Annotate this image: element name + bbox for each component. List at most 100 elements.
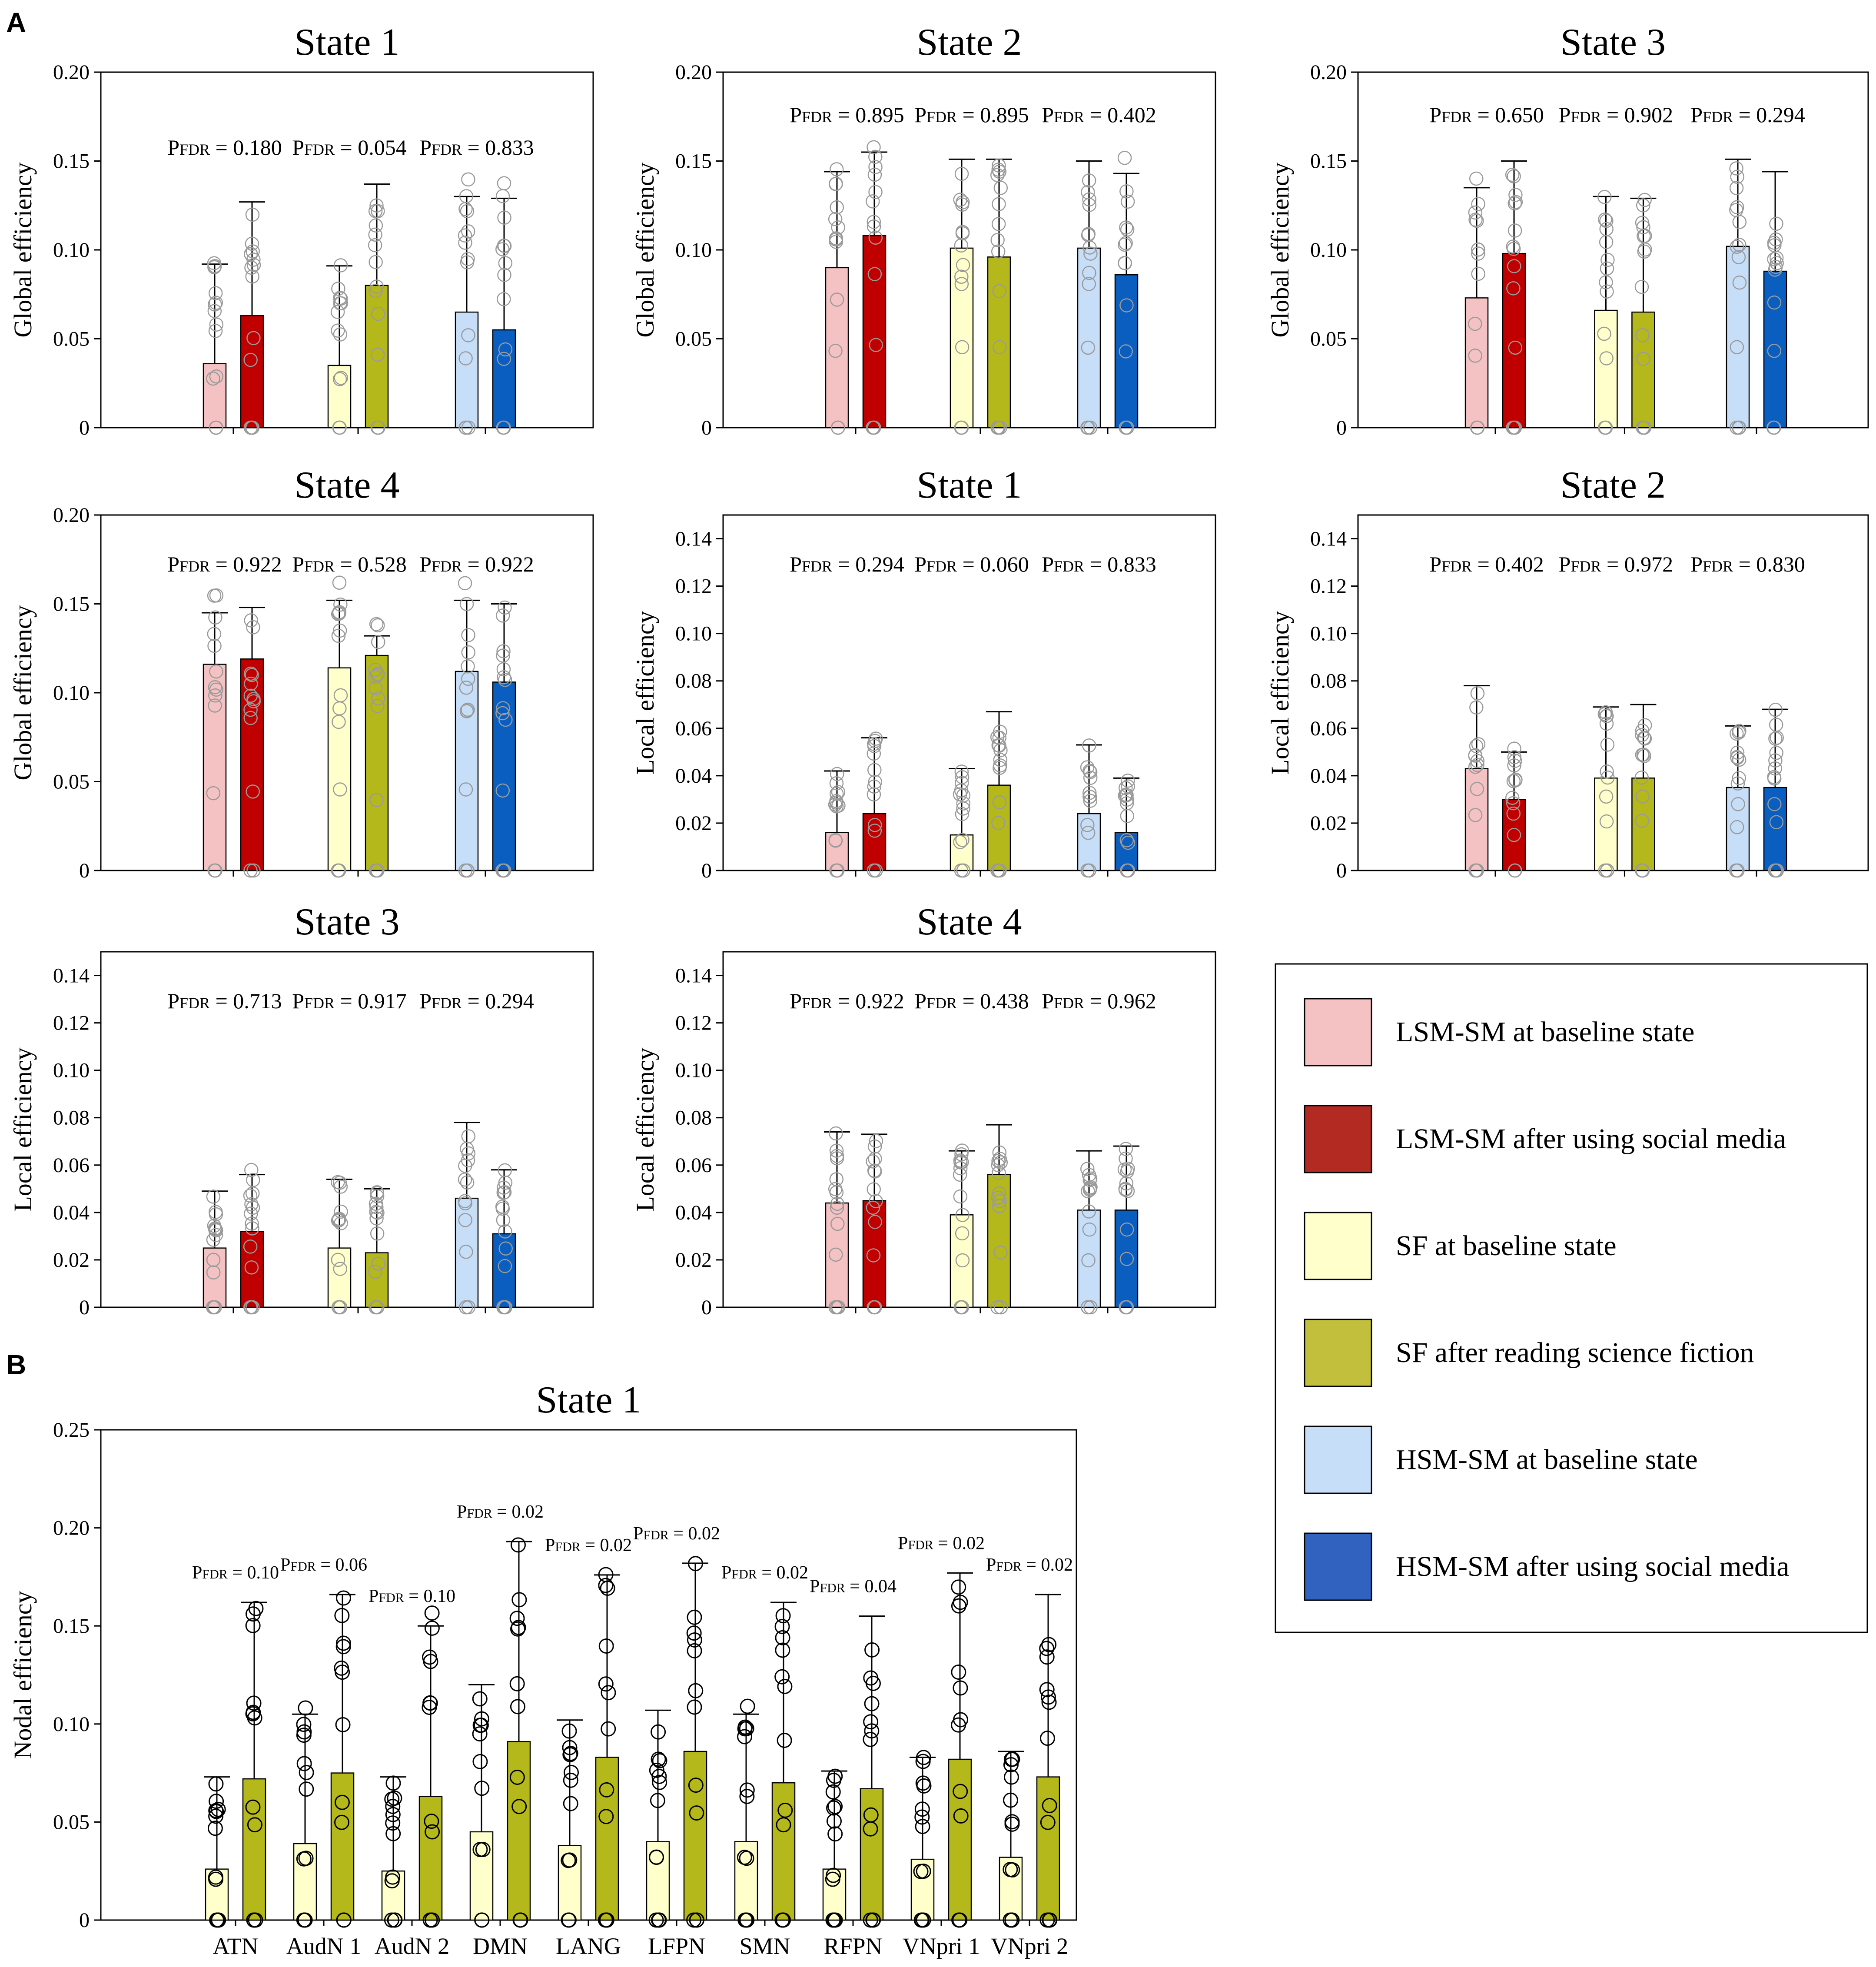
data-point — [498, 1176, 513, 1190]
data-point — [371, 667, 385, 681]
data-point — [510, 1699, 525, 1714]
data-point — [245, 1186, 260, 1201]
data-point — [245, 236, 259, 251]
p-symbol: P — [167, 989, 179, 1013]
p-value: = 0.402 — [1472, 552, 1544, 576]
y-tick-label: 0 — [1336, 416, 1347, 439]
p-symbol: P — [898, 1533, 908, 1553]
data-point — [1599, 814, 1614, 829]
p-subscript: FDR — [1054, 108, 1084, 126]
bar — [1726, 787, 1750, 871]
p-symbol: P — [914, 552, 926, 576]
p-value-label: PFDR = 0.922 — [790, 989, 904, 1013]
data-point — [1081, 340, 1095, 355]
bar — [825, 267, 849, 429]
data-point — [334, 296, 348, 311]
data-point — [740, 1698, 755, 1714]
data-point — [208, 1300, 222, 1315]
bar — [1077, 247, 1101, 429]
data-point — [370, 347, 385, 362]
data-point — [599, 1782, 614, 1798]
data-point — [826, 1912, 842, 1928]
data-point — [371, 635, 385, 649]
data-point — [245, 269, 259, 284]
data-point — [460, 1175, 475, 1190]
data-point — [1730, 239, 1744, 254]
p-symbol: P — [810, 1577, 820, 1597]
x-tick-label: VNpri 2 — [991, 1933, 1068, 1959]
data-point — [474, 1781, 490, 1796]
data-point — [954, 863, 969, 878]
data-point — [561, 1853, 576, 1868]
data-point — [333, 258, 348, 272]
data-point — [1120, 194, 1135, 209]
data-point — [954, 269, 969, 284]
data-point — [208, 698, 222, 713]
p-subscript: FDR — [926, 994, 957, 1012]
data-point — [509, 1676, 525, 1691]
data-point — [952, 1912, 967, 1928]
legend-swatch — [1304, 1105, 1372, 1173]
data-point — [1638, 229, 1652, 243]
data-point — [1082, 173, 1096, 188]
data-point — [498, 1259, 512, 1273]
data-point — [649, 1762, 664, 1778]
data-point — [953, 1155, 968, 1170]
data-point — [459, 704, 474, 718]
data-point — [1041, 1695, 1057, 1710]
y-tick-label: 0.08 — [675, 1106, 712, 1130]
p-value: = 0.713 — [210, 989, 282, 1013]
p-value: = 0.972 — [1601, 552, 1673, 576]
data-point — [369, 1200, 384, 1214]
data-point — [495, 783, 510, 798]
data-point — [1468, 316, 1482, 331]
data-point — [368, 663, 382, 677]
p-value: = 0.830 — [1733, 552, 1805, 576]
data-point — [497, 210, 511, 225]
data-point — [913, 1912, 929, 1928]
data-point — [601, 1721, 616, 1737]
data-point — [208, 688, 222, 703]
p-value: = 0.833 — [1084, 552, 1156, 576]
bar — [381, 1870, 405, 1921]
data-point — [953, 1808, 969, 1824]
data-point — [688, 1683, 704, 1698]
data-point — [1042, 1912, 1057, 1928]
y-tick-label: 0 — [79, 1909, 90, 1932]
data-point — [1635, 814, 1650, 828]
y-tick-label: 0.10 — [675, 239, 712, 262]
data-point — [1768, 863, 1782, 878]
data-point — [424, 1814, 439, 1829]
data-point — [1003, 1751, 1019, 1767]
y-tick-label: 0.15 — [53, 1615, 90, 1638]
data-point — [1083, 771, 1098, 785]
data-point — [830, 1300, 844, 1315]
data-point — [830, 162, 844, 176]
p-symbol: P — [1042, 989, 1054, 1013]
y-tick-label: 0.08 — [53, 1106, 90, 1130]
data-point — [867, 739, 882, 753]
data-point — [1637, 731, 1652, 746]
p-subscript: FDR — [179, 558, 210, 575]
data-point — [458, 576, 472, 591]
data-point — [689, 1912, 704, 1928]
data-point — [208, 324, 223, 338]
p-value: = 0.294 — [1733, 103, 1805, 127]
bar — [1464, 768, 1489, 871]
data-point — [1119, 236, 1133, 250]
data-point — [598, 1676, 614, 1692]
data-point — [243, 863, 258, 878]
data-point — [247, 1817, 262, 1833]
data-point — [1731, 250, 1746, 264]
data-point — [867, 140, 881, 155]
data-point — [244, 1163, 259, 1177]
data-point — [1598, 863, 1613, 878]
data-point — [953, 1680, 968, 1696]
data-point — [914, 1801, 930, 1817]
data-point — [246, 331, 261, 346]
y-tick-label: 0 — [79, 416, 90, 439]
data-point — [335, 1639, 351, 1655]
data-point — [1636, 352, 1650, 366]
y-tick-label: 0.14 — [53, 964, 90, 987]
data-point — [370, 1185, 384, 1199]
